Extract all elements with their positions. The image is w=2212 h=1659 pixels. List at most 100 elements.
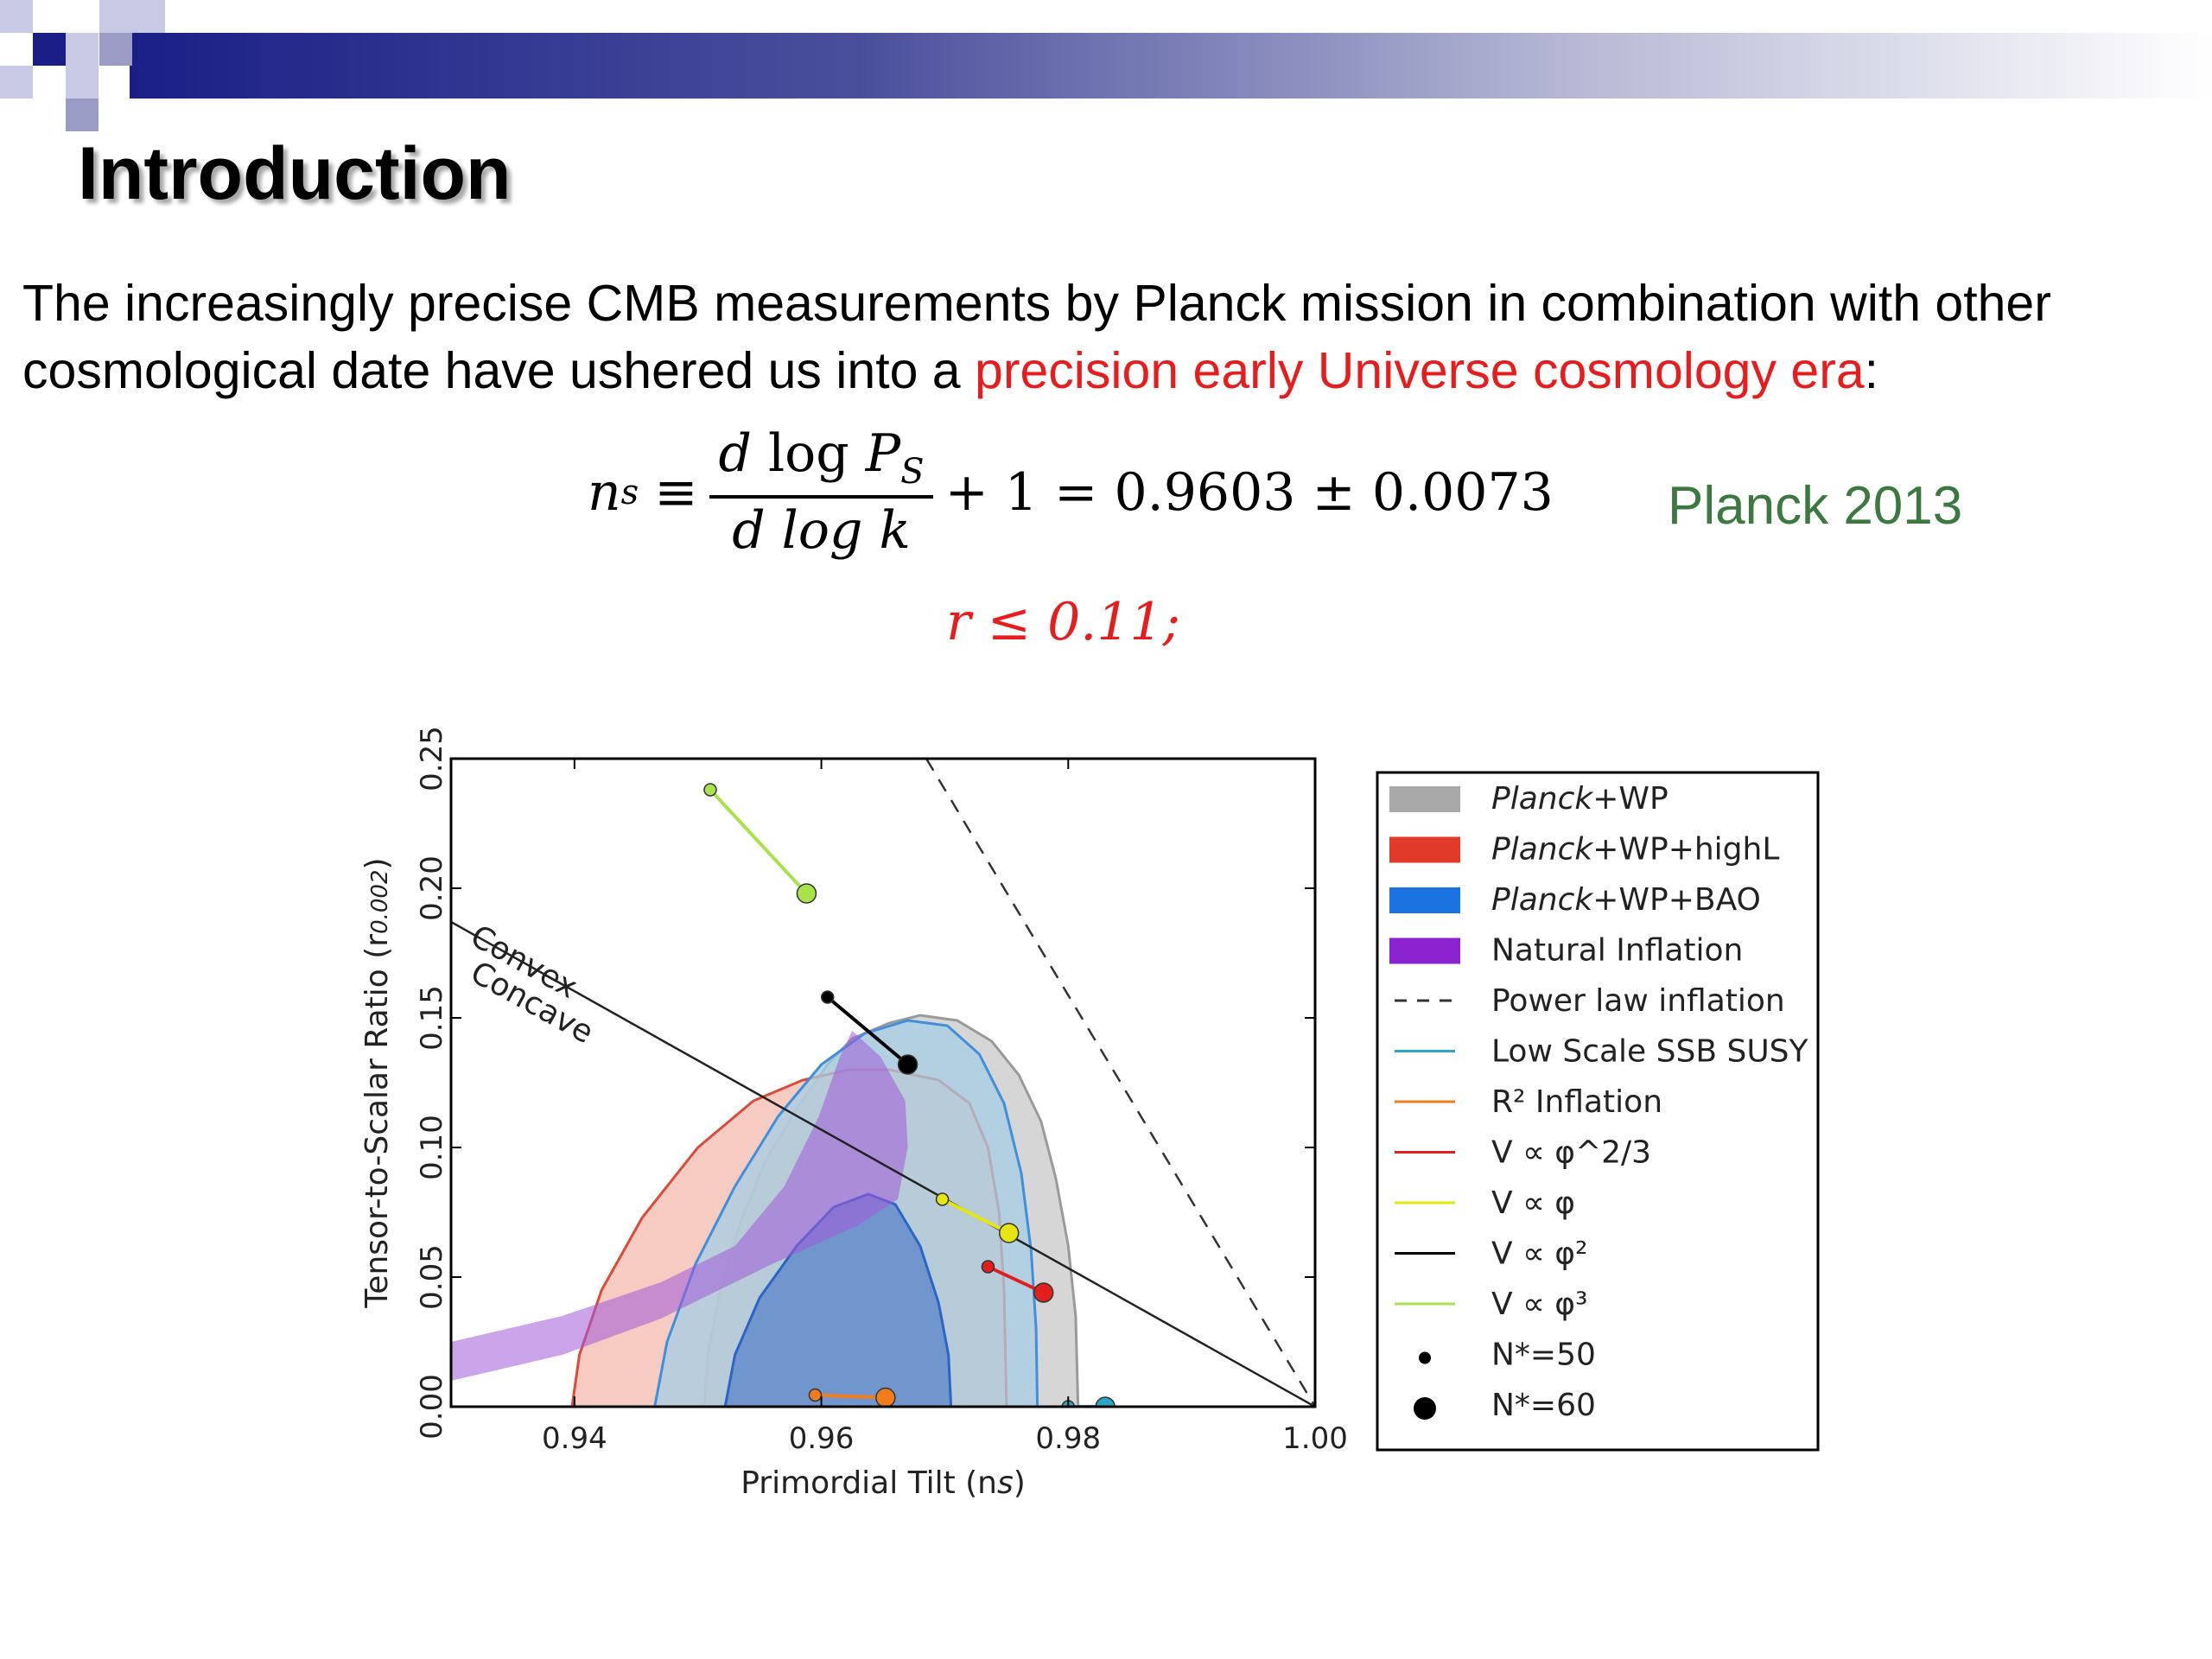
legend-label-text: V ∝ φ [1491,1185,1575,1221]
eq-rhs: + 1 = 0.9603 ± 0.0073 [944,461,1554,523]
legend-label: Planck+WP+BAO [1491,882,1761,918]
legend-entry: R² Inflation [1395,1084,1662,1120]
eq-num-log: log [767,423,849,484]
legend-label: Planck+WP+highL [1491,832,1779,868]
point-R2-N60 [875,1387,896,1407]
y-axis-label-end: ) [359,857,395,869]
legend-entry: Natural Inflation [1389,933,1743,969]
legend-label-text: N*=60 [1491,1388,1596,1423]
point-phi3-N50 [703,783,717,797]
point-phi23-N50 [981,1260,995,1274]
y-tick-label: 0.10 [415,1115,449,1180]
legend-label-text: +WP+BAO [1592,882,1761,918]
legend-label: Natural Inflation [1491,933,1743,969]
point-phi-N50 [935,1192,950,1206]
legend-label: N*=60 [1491,1388,1596,1423]
legend-label-text: Natural Inflation [1491,933,1743,969]
y-tick-label: 0.05 [415,1244,449,1310]
legend-label: V ∝ φ^2/3 [1491,1135,1651,1171]
x-tick-label: 0.98 [1035,1421,1101,1456]
banner-square [66,33,99,66]
legend-label: V ∝ φ [1491,1185,1575,1221]
legend-label: Power law inflation [1491,983,1785,1019]
y-tick-label: 0.20 [415,855,449,921]
legend-label: N*=50 [1491,1338,1596,1373]
line-v-3 [709,788,808,895]
slide-title: Introduction [78,132,512,215]
legend-box [1376,771,1820,1452]
legend-label-text: Power law inflation [1491,983,1785,1019]
line-v-2 [826,995,909,1066]
legend-entry: V ∝ φ [1395,1185,1575,1221]
legend-label-text: +WP [1592,781,1668,817]
x-axis-label-sub: s [997,1465,1014,1501]
banner-square [0,66,33,99]
y-tick-label: 0.00 [415,1374,449,1440]
legend-swatch [1414,1397,1436,1420]
legend-entry: Planck+WP+highL [1389,832,1779,868]
y-axis-label-text: Tensor-to-Scalar Ratio (r [359,934,395,1309]
legend-label-italic: Planck [1491,781,1594,817]
legend-entry: V ∝ φ³ [1395,1287,1587,1322]
y-tick-label: 0.25 [415,726,449,791]
x-axis-label-end: ) [1014,1465,1026,1501]
legend-entry: N*=60 [1414,1388,1596,1423]
legend-label-italic: Planck [1491,882,1594,918]
eq-num-sub: S [900,452,925,492]
eq-lhs: n [588,461,621,523]
banner-square [99,0,165,33]
legend-swatch [1389,887,1460,913]
eq-equiv: ≡ [654,461,698,523]
legend-label: Low Scale SSB SUSY [1491,1034,1809,1070]
y-axis-label: Tensor-to-Scalar Ratio (r0.002) [359,857,395,1308]
point-phi23-N60 [1033,1282,1054,1303]
legend-label: V ∝ φ³ [1491,1287,1587,1322]
banner-square [33,33,66,66]
legend-swatch [1419,1351,1431,1364]
tensor-ratio-constraint: r ≤ 0.11; [946,592,1180,652]
eq-denominator: d log k [732,500,911,561]
x-tick-label: 1.00 [1282,1421,1348,1456]
x-axis-label-text: Primordial Tilt (n [741,1465,997,1501]
legend-label: Planck+WP [1491,781,1669,817]
legend-label-text: Low Scale SSB SUSY [1491,1034,1809,1070]
legend-label-text: N*=50 [1491,1338,1596,1373]
intro-paragraph: The increasingly precise CMB measurement… [22,270,2079,404]
legend-swatch [1389,836,1460,863]
x-tick-label: 0.94 [542,1421,607,1456]
eq-num-p: P [865,423,901,484]
line-power-law-inflation [925,759,1315,1407]
legend-label-text: +WP+highL [1592,832,1779,868]
eq-fraction: d log PS d log k [709,423,933,561]
legend-entry: V ∝ φ^2/3 [1395,1135,1651,1171]
point-SSB-N60 [1095,1396,1116,1407]
line-r-2-inflation [815,1393,886,1400]
point-phi2-N50 [820,990,835,1004]
plot-frame [449,757,1317,1408]
banner-square [33,0,66,33]
slide-header-banner [0,0,2212,131]
eq-lhs-sub: s [620,472,639,512]
contour-natural-inflation [451,1031,908,1381]
y-tick-label: 0.15 [415,985,449,1051]
legend-label: R² Inflation [1491,1084,1662,1120]
x-axis-label: Primordial Tilt (ns) [741,1465,1026,1501]
legend-entry: N*=50 [1419,1338,1596,1373]
legend-entry: Power law inflation [1395,983,1785,1019]
intro-colon: : [1864,342,1879,399]
legend-label-text: V ∝ φ³ [1491,1287,1587,1322]
legend-swatch [1389,786,1460,812]
legend-entry: V ∝ φ² [1395,1236,1587,1272]
legend-swatch [1389,938,1460,964]
banner-square [0,0,33,33]
line-v-2-3- [987,1265,1045,1294]
legend-label-text: V ∝ φ² [1491,1236,1587,1272]
legend-entry: Planck+WP+BAO [1389,882,1761,918]
y-axis-label-sub: 0.002 [367,869,393,933]
x-tick-label: 0.96 [789,1421,855,1456]
point-phi2-N60 [897,1054,918,1075]
planck-2013-label: Planck 2013 [1668,476,1963,536]
line-v- [941,1198,1010,1235]
